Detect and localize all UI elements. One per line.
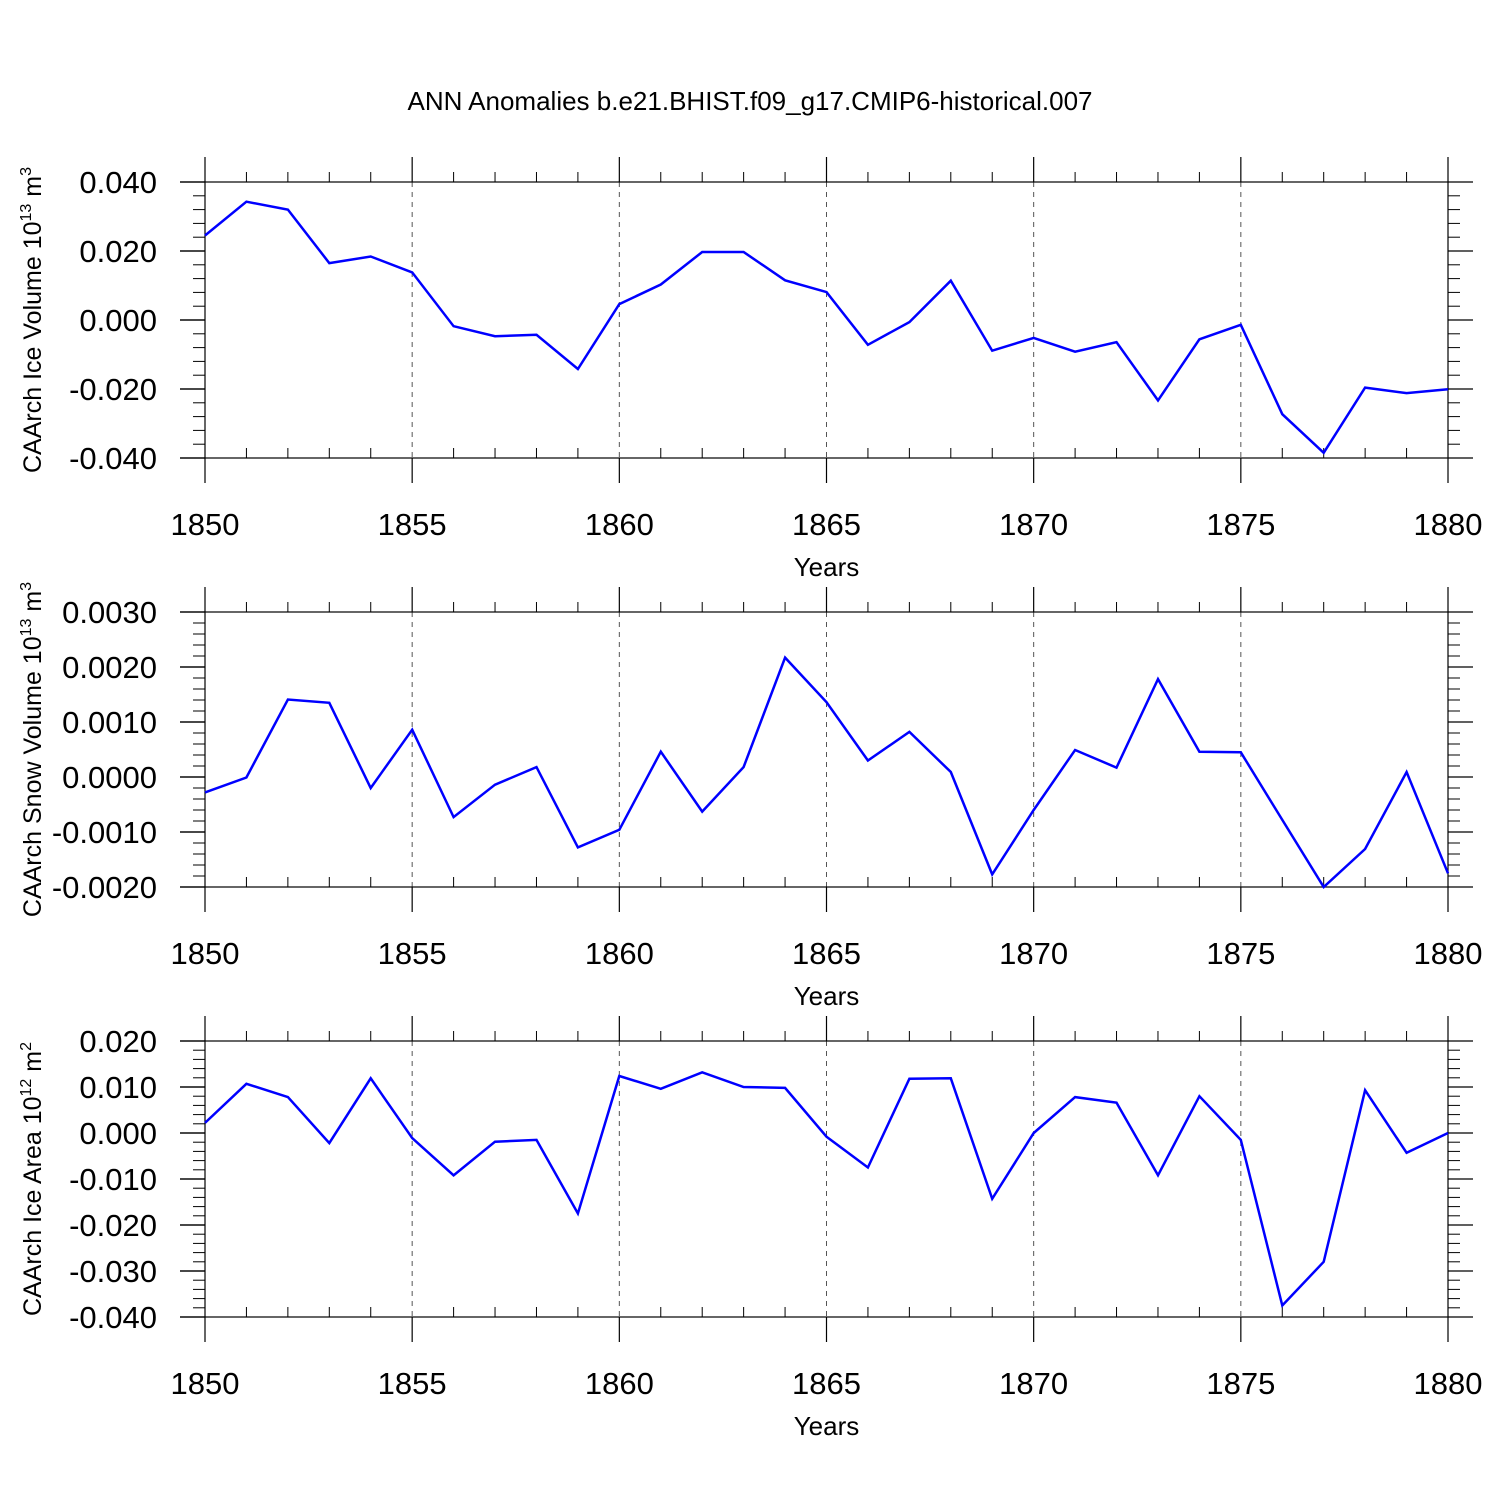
plot-frame [204,611,1449,888]
chart-panel-2: 1850 1855 1860 1865 1870 1875 1880 0.0030 0.0020… [18,582,1482,1011]
y-axis-label-exponent: 13 [18,204,35,222]
x-tick-label: 1880 [1414,507,1483,542]
y-tick-label: 0.0010 [62,705,157,740]
x-tick-label: 1880 [1414,936,1483,971]
y-axis-label-text: CAArch Ice Volume 10 [19,221,47,473]
y-axis-label-exponent: 13 [18,618,35,636]
chart-title: ANN Anomalies b.e21.BHIST.f09_g17.CMIP6-… [407,86,1092,116]
x-tick-label: 1850 [171,507,240,542]
y-tick-label: -0.0010 [52,815,157,850]
x-tick-label: 1875 [1206,507,1275,542]
y-axis-label: CAArch Snow Volume 1013 m3 [18,582,47,917]
x-tick-label: 1865 [792,936,861,971]
y-axis-label-text: CAArch Ice Area 10 [19,1096,47,1316]
data-series-line [204,1070,1449,1309]
plot-frame [204,181,1449,459]
y-axis-label-unit: m [19,176,47,204]
data-series-line [204,200,1449,455]
x-tick-label: 1860 [585,936,654,971]
x-tick-label: 1865 [792,507,861,542]
y-axis-label-text: CAArch Snow Volume 10 [19,636,47,917]
y-tick-label: -0.020 [69,1208,157,1243]
y-tick-label: -0.010 [69,1162,157,1197]
y-tick-label: -0.020 [69,372,157,407]
y-tick-label: 0.020 [79,1024,157,1059]
y-tick-label: -0.040 [69,441,157,476]
chart-panel-1: 1850 1855 1860 1865 1870 1875 1880 0.040 0.020 0.… [18,157,1482,582]
y-tick-label: 0.000 [79,1116,157,1151]
y-axis-label-exponent: 12 [18,1079,35,1097]
x-axis-label: Years [794,981,860,1011]
y-tick-label: -0.040 [69,1300,157,1335]
plot-frame [204,1040,1449,1318]
x-tick-label: 1870 [999,507,1068,542]
y-axis-label-unit: m [19,1051,47,1079]
x-axis-label: Years [794,1411,860,1441]
x-tick-label: 1870 [999,936,1068,971]
x-tick-label: 1855 [378,1366,447,1401]
y-axis-label-unit-exponent: 2 [18,1042,35,1051]
x-tick-label: 1875 [1206,936,1275,971]
y-tick-label: 0.0000 [62,760,157,795]
x-tick-label: 1855 [378,936,447,971]
x-tick-label: 1875 [1206,1366,1275,1401]
y-axis-label-unit: m [19,591,47,619]
x-tick-label: 1865 [792,1366,861,1401]
y-tick-label: 0.010 [79,1070,157,1105]
x-tick-label: 1850 [171,936,240,971]
x-axis-label: Years [794,552,860,582]
y-tick-label: 0.0020 [62,650,157,685]
y-axis-label-unit-exponent: 3 [18,582,35,591]
x-tick-label: 1855 [378,507,447,542]
y-tick-label: 0.040 [79,165,157,200]
y-axis-label: CAArch Ice Volume 1013 m3 [18,167,47,473]
x-tick-label: 1880 [1414,1366,1483,1401]
chart-panel-3: 1850 1855 1860 1865 1870 1875 1880 0.020 0.010 0.… [18,1016,1482,1441]
y-axis-label: CAArch Ice Area 1012 m2 [18,1042,47,1316]
data-series-line [204,655,1450,889]
y-tick-label: -0.0020 [52,870,157,905]
y-axis-label-unit-exponent: 3 [18,167,35,176]
x-tick-label: 1850 [171,1366,240,1401]
x-tick-label: 1870 [999,1366,1068,1401]
x-tick-label: 1860 [585,507,654,542]
y-tick-label: 0.000 [79,303,157,338]
y-tick-label: 0.0030 [62,595,157,630]
x-tick-label: 1860 [585,1366,654,1401]
y-tick-label: -0.030 [69,1254,157,1289]
y-tick-label: 0.020 [79,234,157,269]
